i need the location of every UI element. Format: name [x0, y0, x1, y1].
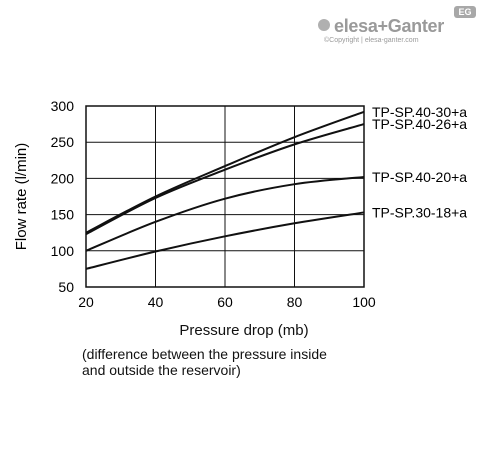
x-tick-label: 40: [148, 294, 164, 310]
x-tick-label: 100: [352, 294, 376, 310]
x-tick-label: 20: [78, 294, 94, 310]
series-label: TP-SP.40-26+a: [372, 116, 467, 132]
brand-logo: elesa+Ganter EG: [318, 6, 478, 50]
brand-name: elesa+Ganter: [334, 16, 444, 36]
series-line: [85, 110, 365, 234]
y-axis-label: Flow rate (l/min): [13, 143, 30, 251]
brand-badge: EG: [454, 6, 476, 18]
x-axis-label: Pressure drop (mb): [179, 322, 309, 339]
logo-mark-icon: [318, 19, 330, 31]
y-tick-label: 250: [51, 134, 75, 150]
series-label: TP-SP.40-30+a: [372, 104, 467, 120]
x-tick-label: 60: [217, 294, 233, 310]
series-line: [85, 211, 365, 270]
y-tick-label: 100: [51, 243, 75, 259]
series-label: TP-SP.40-20+a: [372, 169, 467, 185]
copyright-text: ©Copyright | elesa-ganter.com: [324, 37, 419, 44]
series-line: [85, 123, 365, 236]
x-axis-note-line-2: and outside the reservoir): [82, 362, 241, 378]
y-tick-label: 200: [51, 170, 75, 186]
plot-frame: [85, 105, 365, 288]
series-line: [85, 175, 365, 252]
series-label: TP-SP.30-18+a: [372, 204, 467, 220]
x-axis-note-line-1: (difference between the pressure inside: [82, 346, 327, 362]
x-tick-label: 80: [287, 294, 303, 310]
y-tick-label: 300: [51, 98, 75, 114]
y-tick-label: 150: [51, 207, 75, 223]
y-tick-label: 50: [58, 279, 74, 295]
